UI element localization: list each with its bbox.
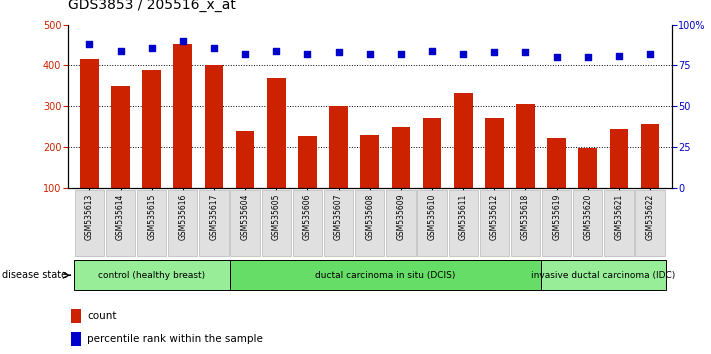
FancyBboxPatch shape <box>417 190 447 256</box>
Point <box>427 48 438 54</box>
Text: GSM535619: GSM535619 <box>552 193 561 240</box>
Point <box>551 55 562 60</box>
Point <box>644 51 656 57</box>
Text: count: count <box>87 311 117 321</box>
Bar <box>485 118 503 228</box>
Text: GSM535615: GSM535615 <box>147 193 156 240</box>
Point <box>333 50 344 55</box>
Point <box>395 51 407 57</box>
FancyBboxPatch shape <box>169 190 198 256</box>
Text: control (healthy breast): control (healthy breast) <box>98 271 205 280</box>
Text: GSM535608: GSM535608 <box>365 193 374 240</box>
Point <box>84 41 95 47</box>
FancyBboxPatch shape <box>542 190 571 256</box>
FancyBboxPatch shape <box>604 190 634 256</box>
Bar <box>230 260 541 290</box>
Text: ductal carcinoma in situ (DCIS): ductal carcinoma in situ (DCIS) <box>315 271 456 280</box>
Point <box>208 45 220 50</box>
FancyBboxPatch shape <box>106 190 135 256</box>
FancyBboxPatch shape <box>293 190 322 256</box>
Text: GSM535612: GSM535612 <box>490 193 499 240</box>
Point <box>240 51 251 57</box>
Point <box>146 45 157 50</box>
Text: GSM535609: GSM535609 <box>396 193 405 240</box>
Point <box>301 51 313 57</box>
Bar <box>80 59 99 228</box>
Text: GSM535617: GSM535617 <box>210 193 218 240</box>
FancyBboxPatch shape <box>199 190 229 256</box>
Bar <box>547 138 566 228</box>
Point <box>457 51 469 57</box>
Text: GSM535622: GSM535622 <box>646 193 655 240</box>
FancyBboxPatch shape <box>230 190 260 256</box>
Text: GSM535620: GSM535620 <box>583 193 592 240</box>
Text: GSM535613: GSM535613 <box>85 193 94 240</box>
Text: GSM535605: GSM535605 <box>272 193 281 240</box>
Text: invasive ductal carcinoma (IDC): invasive ductal carcinoma (IDC) <box>531 271 675 280</box>
Point <box>614 53 625 58</box>
FancyBboxPatch shape <box>449 190 478 256</box>
Text: GDS3853 / 205516_x_at: GDS3853 / 205516_x_at <box>68 0 235 12</box>
Text: GSM535621: GSM535621 <box>614 193 624 240</box>
Point <box>582 55 594 60</box>
Bar <box>74 260 230 290</box>
Point <box>177 38 188 44</box>
Text: GSM535607: GSM535607 <box>334 193 343 240</box>
Text: GSM535618: GSM535618 <box>521 193 530 240</box>
FancyBboxPatch shape <box>636 190 665 256</box>
FancyBboxPatch shape <box>75 190 104 256</box>
FancyBboxPatch shape <box>137 190 166 256</box>
Bar <box>267 78 286 228</box>
Text: GSM535604: GSM535604 <box>240 193 250 240</box>
Bar <box>541 260 665 290</box>
Point <box>271 48 282 54</box>
FancyBboxPatch shape <box>510 190 540 256</box>
Bar <box>516 104 535 228</box>
Text: disease state: disease state <box>2 270 67 280</box>
Point <box>520 50 531 55</box>
Text: GSM535614: GSM535614 <box>116 193 125 240</box>
FancyBboxPatch shape <box>573 190 602 256</box>
Bar <box>173 44 192 228</box>
Bar <box>392 127 410 228</box>
FancyBboxPatch shape <box>355 190 385 256</box>
Point <box>364 51 375 57</box>
FancyBboxPatch shape <box>480 190 509 256</box>
Text: GSM535606: GSM535606 <box>303 193 312 240</box>
FancyBboxPatch shape <box>262 190 291 256</box>
Bar <box>111 86 130 228</box>
Bar <box>422 118 442 228</box>
Text: percentile rank within the sample: percentile rank within the sample <box>87 333 263 344</box>
Text: GSM535610: GSM535610 <box>427 193 437 240</box>
FancyBboxPatch shape <box>324 190 353 256</box>
Bar <box>609 129 629 228</box>
Bar <box>70 332 82 346</box>
Bar <box>329 106 348 228</box>
Point <box>488 50 500 55</box>
Text: GSM535616: GSM535616 <box>178 193 187 240</box>
Bar <box>641 124 659 228</box>
Bar <box>205 65 223 228</box>
Bar <box>579 148 597 228</box>
Bar <box>70 309 82 323</box>
Text: GSM535611: GSM535611 <box>459 193 468 240</box>
FancyBboxPatch shape <box>386 190 415 256</box>
Point <box>114 48 126 54</box>
Bar <box>298 136 317 228</box>
Bar <box>142 70 161 228</box>
Bar <box>360 135 379 228</box>
Bar <box>454 93 473 228</box>
Bar <box>236 131 255 228</box>
